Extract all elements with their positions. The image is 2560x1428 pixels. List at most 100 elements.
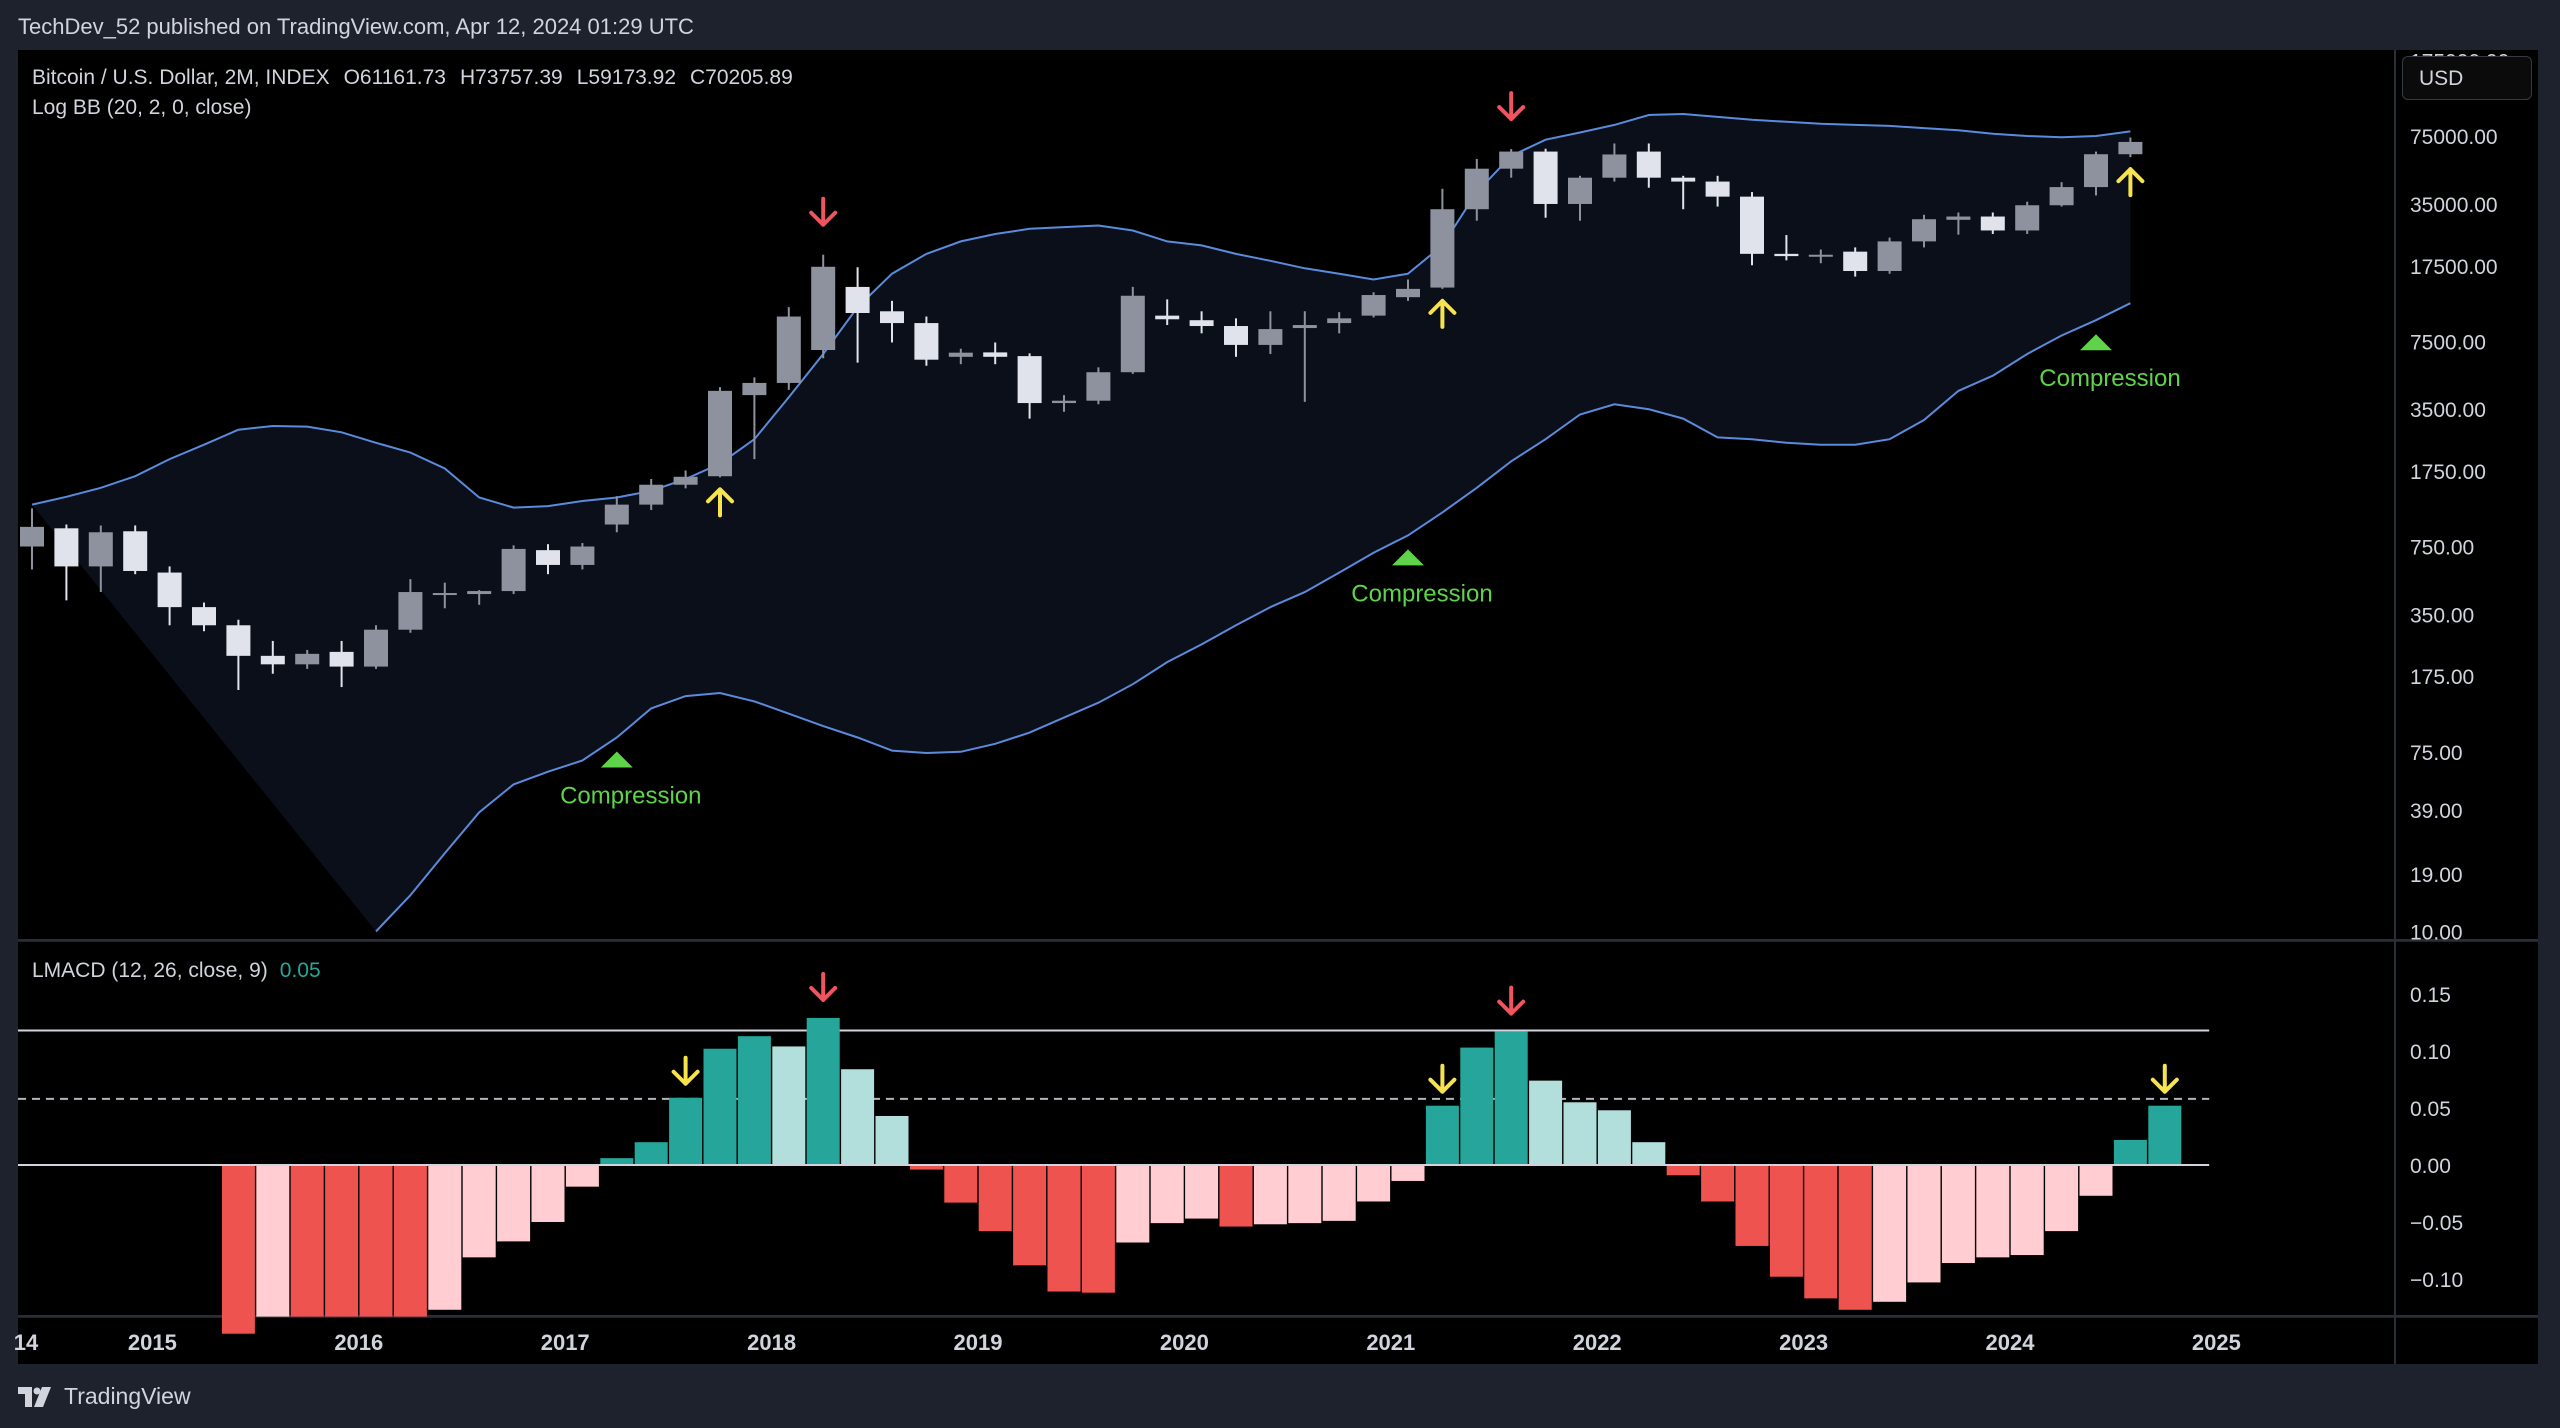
price-tick-label: 10.00 xyxy=(2410,921,2463,944)
candle-body xyxy=(1017,356,1042,404)
candle-body xyxy=(1671,177,1696,182)
lmacd-tick-label: 0.15 xyxy=(2410,984,2451,1007)
candle-body xyxy=(604,504,629,525)
candle-body xyxy=(1327,318,1352,324)
lmacd-bar xyxy=(737,1036,771,1165)
lmacd-bar xyxy=(806,1017,840,1165)
lmacd-bar xyxy=(600,1158,634,1165)
time-tick-label: 14 xyxy=(14,1330,39,1355)
candle-body xyxy=(639,484,664,505)
candle-body xyxy=(1533,151,1558,204)
time-tick-label: 2024 xyxy=(1986,1330,2036,1355)
time-axis-background xyxy=(18,1318,2538,1364)
lmacd-bar xyxy=(1666,1165,1700,1176)
candle-body xyxy=(1464,168,1489,210)
candle-body xyxy=(226,625,251,656)
lmacd-bar xyxy=(841,1069,875,1165)
candle-body xyxy=(1602,154,1627,178)
price-tick-label: 175.00 xyxy=(2410,666,2474,689)
price-tick-label: 19.00 xyxy=(2410,864,2463,887)
price-tick-label: 350.00 xyxy=(2410,604,2474,627)
candle-body xyxy=(157,572,182,608)
candle-body xyxy=(1877,241,1902,271)
candle-body xyxy=(1946,216,1971,220)
price-tick-label: 7500.00 xyxy=(2410,331,2486,354)
candle-body xyxy=(192,607,216,626)
lmacd-bar xyxy=(1047,1165,1081,1292)
candle-body xyxy=(2118,141,2143,155)
arrow-up-icon xyxy=(2116,167,2145,198)
price-tick-label: 75.00 xyxy=(2410,742,2463,765)
lmacd-bar xyxy=(875,1115,909,1165)
arrow-down-icon xyxy=(1428,1063,1457,1094)
candle-body xyxy=(1808,254,1833,257)
lmacd-bar xyxy=(1253,1165,1287,1225)
lmacd-bar xyxy=(634,1142,668,1165)
lmacd-histogram xyxy=(18,971,2210,1334)
lmacd-tick-label: −0.10 xyxy=(2410,1269,2463,1292)
lmacd-bar xyxy=(2079,1165,2113,1196)
arrow-down-icon xyxy=(671,1055,700,1086)
publisher-caption: TechDev_52 published on TradingView.com,… xyxy=(18,14,694,39)
lmacd-bar xyxy=(1907,1165,1941,1283)
lower-band-line xyxy=(375,302,2131,933)
tradingview-logo-icon xyxy=(18,1386,51,1407)
lmacd-bar xyxy=(1013,1165,1047,1266)
lmacd-bar xyxy=(1941,1165,1975,1264)
lmacd-bar xyxy=(1804,1165,1838,1299)
candle-body xyxy=(432,593,457,596)
series-title: Bitcoin / U.S. Dollar, 2M, INDEX O61161.7… xyxy=(32,66,793,89)
tradingview-logo[interactable]: TradingView xyxy=(18,1383,191,1410)
lmacd-bar xyxy=(1769,1165,1803,1277)
lmacd-bar xyxy=(393,1165,427,1317)
lmacd-bar xyxy=(1873,1165,1907,1302)
lmacd-axis: 0.15 0.10 0.05 0.00 −0.05 −0.10 xyxy=(2410,984,2463,1292)
lmacd-bar xyxy=(1116,1165,1150,1243)
lmacd-bar xyxy=(772,1046,806,1165)
lmacd-bar xyxy=(290,1165,324,1317)
lmacd-bar xyxy=(428,1165,462,1310)
time-tick-label: 2023 xyxy=(1779,1330,1828,1355)
candle-body xyxy=(1499,151,1524,169)
candle-body xyxy=(1361,295,1386,316)
lmacd-bar xyxy=(256,1165,290,1317)
candle-body xyxy=(1086,372,1111,401)
candle-body xyxy=(54,528,79,567)
compression-label: Compression xyxy=(1351,580,1492,607)
candle-body xyxy=(20,526,44,547)
lmacd-bar xyxy=(1081,1165,1115,1293)
indicator-label: Log BB (20, 2, 0, close) xyxy=(32,96,251,119)
arrow-up-icon xyxy=(1428,298,1457,329)
candle-body xyxy=(1258,329,1283,345)
price-tick-label: 75000.00 xyxy=(2410,126,2498,149)
lmacd-bar xyxy=(703,1048,737,1165)
lmacd-bar xyxy=(531,1165,565,1222)
lmacd-bar xyxy=(1563,1102,1597,1165)
candle-body xyxy=(570,546,595,565)
lmacd-bar xyxy=(1838,1165,1872,1310)
candle-body xyxy=(1705,181,1730,197)
lmacd-bar xyxy=(1701,1165,1735,1202)
time-tick-label: 2017 xyxy=(541,1330,590,1355)
candle-body xyxy=(1224,326,1248,345)
bollinger-bands xyxy=(31,112,2131,933)
lmacd-bar xyxy=(1288,1165,1322,1224)
candle-body xyxy=(123,531,148,571)
lmacd-bar xyxy=(1976,1165,2010,1258)
currency-button[interactable]: USD xyxy=(2402,56,2532,100)
lmacd-bar xyxy=(669,1097,703,1165)
lmacd-tick-label: 0.00 xyxy=(2410,1155,2451,1178)
time-tick-label: 2022 xyxy=(1573,1330,1622,1355)
price-tick-label: 35000.00 xyxy=(2410,194,2498,217)
candle-body xyxy=(501,548,526,592)
lmacd-bar xyxy=(1632,1142,1666,1165)
lmacd-bar xyxy=(1494,1031,1528,1165)
brand-name: TradingView xyxy=(64,1383,191,1409)
time-tick-label: 2021 xyxy=(1366,1330,1415,1355)
lmacd-tick-label: 0.05 xyxy=(2410,1098,2451,1121)
candle-body xyxy=(1568,177,1592,204)
arrow-down-icon xyxy=(809,196,838,227)
candle-body xyxy=(260,655,285,665)
candle-body xyxy=(1430,209,1455,288)
